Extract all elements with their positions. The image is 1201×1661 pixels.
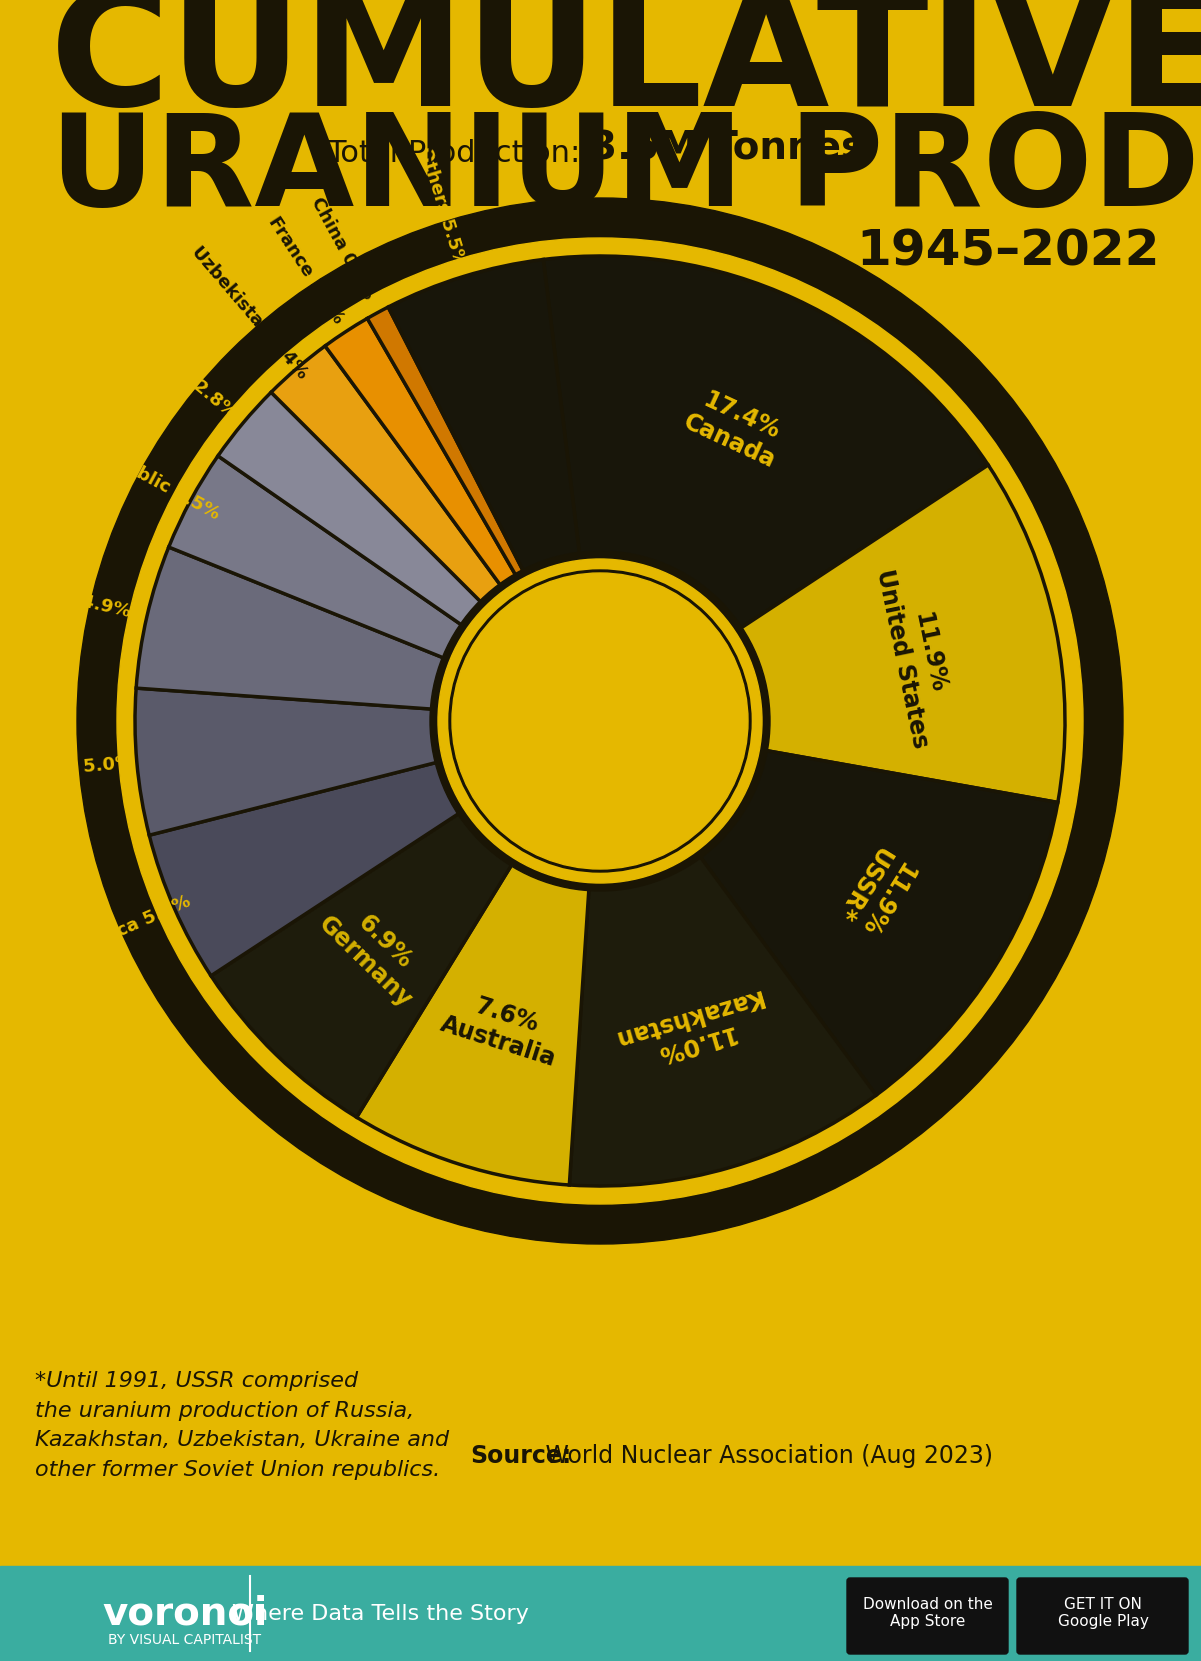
Text: 11.9%
USSR*: 11.9% USSR*: [830, 842, 918, 940]
Text: China 0.8%: China 0.8%: [307, 194, 378, 302]
Wedge shape: [217, 392, 495, 636]
Wedge shape: [368, 307, 532, 593]
Text: 6.9%
Germany: 6.9% Germany: [315, 892, 436, 1013]
Text: Total Production:: Total Production:: [327, 140, 590, 168]
FancyBboxPatch shape: [1017, 1578, 1188, 1654]
Wedge shape: [135, 688, 456, 835]
Bar: [0, 1566, 1201, 1661]
Wedge shape: [211, 802, 522, 1118]
Text: Russia 2.8%: Russia 2.8%: [135, 331, 240, 422]
Circle shape: [449, 570, 751, 872]
Text: Source:: Source:: [470, 1443, 572, 1468]
Text: voronoi: voronoi: [102, 1595, 268, 1633]
Wedge shape: [357, 847, 590, 1184]
Circle shape: [430, 551, 770, 890]
Text: *Until 1991, USSR comprised
the uranium production of Russia,
Kazakhstan, Uzbeki: *Until 1991, USSR comprised the uranium …: [35, 1370, 449, 1480]
Circle shape: [77, 198, 1123, 1244]
Circle shape: [438, 560, 761, 884]
Text: 11.9%
United States: 11.9% United States: [872, 561, 960, 751]
Text: Download on the
App Store: Download on the App Store: [864, 1596, 993, 1629]
Text: Niger 4.9%: Niger 4.9%: [19, 578, 132, 621]
Text: 17.4%
Canada: 17.4% Canada: [680, 384, 790, 473]
Text: Namibia 5.0%: Namibia 5.0%: [0, 754, 135, 784]
Text: Czech Republic 3.5%: Czech Republic 3.5%: [30, 409, 223, 523]
Text: World Nuclear Association (Aug 2023): World Nuclear Association (Aug 2023): [538, 1443, 993, 1468]
Wedge shape: [388, 259, 582, 590]
Text: 11.0%
Kazakhstan: 11.0% Kazakhstan: [609, 983, 772, 1076]
Text: France 1.7%: France 1.7%: [264, 214, 347, 327]
FancyBboxPatch shape: [847, 1578, 1008, 1654]
Circle shape: [116, 238, 1083, 1204]
Wedge shape: [136, 546, 462, 711]
Text: BY VISUAL CAPITALIST: BY VISUAL CAPITALIST: [108, 1633, 262, 1648]
Circle shape: [452, 573, 748, 869]
Text: 7.6%
Australia: 7.6% Australia: [437, 985, 567, 1071]
Wedge shape: [271, 345, 513, 616]
Wedge shape: [688, 747, 1058, 1095]
Text: CUMULATIVE: CUMULATIVE: [50, 0, 1201, 141]
Text: Others 5.5%: Others 5.5%: [416, 145, 470, 269]
Wedge shape: [723, 465, 1065, 802]
Text: South Africa 5.2%: South Africa 5.2%: [20, 892, 195, 982]
Wedge shape: [169, 455, 478, 666]
Text: 3.5M Tonnes: 3.5M Tonnes: [590, 130, 865, 168]
Text: URANIUM PRODUCTION: URANIUM PRODUCTION: [50, 108, 1201, 234]
Wedge shape: [149, 757, 476, 975]
Wedge shape: [543, 256, 988, 639]
Text: GET IT ON
Google Play: GET IT ON Google Play: [1058, 1596, 1148, 1629]
Text: 1945–2022: 1945–2022: [856, 228, 1160, 276]
Text: Where Data Tells the Story: Where Data Tells the Story: [232, 1603, 528, 1623]
Wedge shape: [569, 840, 876, 1186]
Text: Uzbekistan 2.4%: Uzbekistan 2.4%: [189, 243, 311, 382]
Wedge shape: [325, 319, 526, 601]
